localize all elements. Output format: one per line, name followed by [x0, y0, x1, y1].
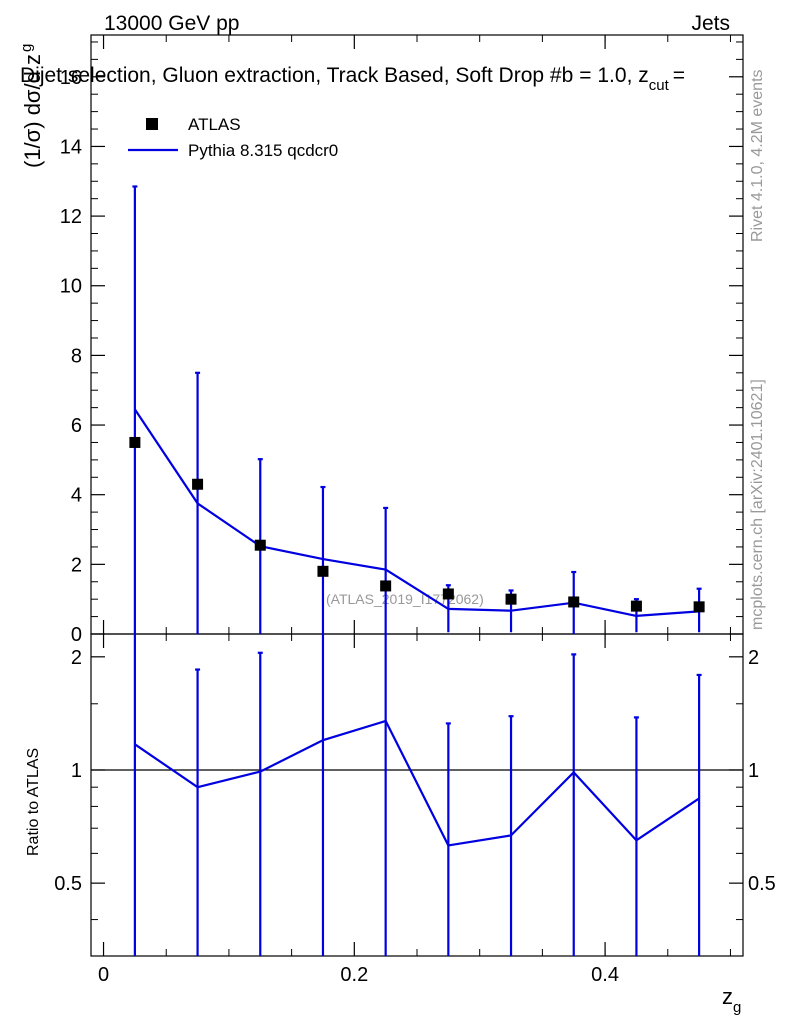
ratio-y-axis-title: Ratio to ATLAS [25, 748, 42, 856]
atlas-data-point [254, 539, 266, 551]
ratio-y-tick-label-left: 0.5 [54, 873, 82, 895]
ratio-panel-frame [90, 633, 744, 957]
plot-title-subscript: cut [649, 77, 670, 94]
analysis-watermark: (ATLAS_2019_I1772062) [326, 591, 484, 607]
header-category-label: Jets [691, 12, 730, 35]
atlas-data-point [192, 478, 204, 490]
plot-title: Dijet selection, Gluon extraction, Track… [20, 64, 685, 94]
ratio-series-line [134, 719, 700, 847]
mcplots-source-label: mcplots.cern.ch [arXiv:2401.10621] [749, 379, 766, 630]
atlas-data-point [568, 596, 580, 608]
x-tick-label: 0.2 [340, 964, 368, 986]
atlas-data-point [317, 565, 329, 577]
ratio-y-tick-label-right: 1 [748, 760, 759, 782]
ratio-y-tick-label-right: 0.5 [748, 873, 776, 895]
ratio-plot-area [91, 634, 743, 956]
plot-title-suffix: = 1.0, z [579, 64, 648, 87]
atlas-data-point [693, 601, 705, 613]
atlas-data-point [505, 593, 517, 605]
main-y-tick-label: 8 [71, 345, 82, 367]
ratio-y-tick-label-left: 1 [71, 760, 82, 782]
plot-title-main: Dijet selection, Gluon extraction, Track… [20, 64, 573, 87]
main-axis-ticks: 0 2 4 6 8 10 12 14 16 [60, 41, 743, 646]
x-axis-title: zg [722, 984, 741, 1016]
header-energy-label: 13000 GeV pp [104, 12, 239, 35]
main-y-tick-label: 12 [60, 206, 82, 228]
main-y-axis-title: (1/σ) dσ/d zg [18, 44, 45, 168]
main-y-tick-label: 10 [60, 276, 82, 298]
main-y-tick-label: 4 [71, 485, 82, 507]
pythia-series-line [133, 408, 700, 618]
main-plot-area [129, 185, 705, 634]
legend-pythia-label: Pythia 8.315 qcdcr0 [188, 141, 338, 160]
main-y-tick-label: 14 [60, 136, 82, 158]
x-axis-ticks: 0 0.2 0.4 [98, 35, 731, 986]
atlas-data-point [442, 588, 454, 600]
ratio-y-tick-label-right: 2 [748, 647, 759, 669]
legend-atlas-label: ATLAS [188, 115, 241, 134]
plot-title-end: = [673, 64, 685, 87]
x-tick-label: 0 [98, 964, 109, 986]
ratio-axis-ticks: 0.5 0.5 1 1 2 2 [54, 647, 776, 921]
main-y-tick-label: 2 [71, 554, 82, 576]
x-tick-label: 0.4 [591, 964, 619, 986]
main-y-tick-label: 0 [71, 624, 82, 646]
legend-atlas-marker [146, 118, 158, 130]
atlas-data-point [380, 580, 392, 592]
atlas-data-point [630, 600, 642, 612]
atlas-data-point [129, 436, 141, 448]
main-y-tick-label: 16 [60, 67, 82, 89]
main-y-tick-label: 6 [71, 415, 82, 437]
ratio-y-tick-label-left: 2 [71, 647, 82, 669]
rivet-version-label: Rivet 4.1.0, 4.2M events [749, 69, 766, 242]
